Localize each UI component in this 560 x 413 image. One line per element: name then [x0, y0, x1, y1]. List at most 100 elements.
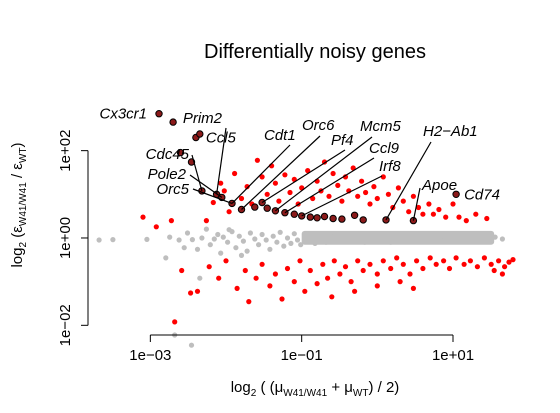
- significant-point: [267, 283, 273, 289]
- gene-label: Prim2: [183, 110, 223, 127]
- highlighted-gene-point: [251, 203, 259, 211]
- significant-point: [427, 255, 433, 261]
- significant-point: [326, 193, 332, 199]
- y-axis-label-open: (ε: [9, 226, 26, 242]
- significant-point: [291, 279, 297, 285]
- significant-point: [244, 184, 250, 190]
- non-significant-point: [236, 233, 242, 239]
- significant-point: [259, 261, 265, 267]
- significant-point: [414, 258, 420, 264]
- non-significant-point: [163, 255, 169, 261]
- non-significant-point: [211, 236, 217, 242]
- significant-point: [355, 258, 361, 264]
- non-significant-point: [449, 235, 455, 241]
- significant-point: [253, 275, 259, 281]
- significant-point: [502, 264, 508, 270]
- x-axis-label-sub2: WT: [353, 388, 369, 399]
- non-significant-point: [403, 238, 409, 244]
- non-significant-point: [270, 233, 276, 239]
- non-significant-point: [294, 237, 301, 243]
- non-significant-point: [415, 234, 421, 240]
- non-significant-point: [277, 229, 283, 235]
- significant-point: [420, 265, 426, 272]
- highlighted-gene-point: [452, 190, 460, 199]
- significant-point: [221, 188, 227, 194]
- non-significant-point: [426, 237, 432, 243]
- significant-point: [406, 209, 412, 215]
- non-significant-point: [469, 233, 475, 239]
- significant-point: [450, 201, 456, 207]
- significant-point: [259, 174, 265, 180]
- non-significant-point: [399, 233, 406, 239]
- non-significant-point: [215, 231, 221, 238]
- significant-point: [153, 224, 159, 230]
- significant-point: [246, 299, 252, 305]
- significant-point: [194, 288, 201, 294]
- non-significant-point: [144, 236, 150, 242]
- non-significant-point: [377, 238, 383, 244]
- y-axis-label-sub1: W41/W41: [18, 182, 29, 226]
- gene-label: Orc5: [156, 181, 189, 198]
- gene-label: Orc6: [302, 117, 335, 134]
- significant-point: [302, 288, 308, 294]
- non-significant-point: [339, 234, 345, 240]
- gene-label: Pole2: [148, 166, 187, 183]
- significant-point: [329, 294, 335, 300]
- significant-point: [367, 261, 373, 267]
- significant-point: [473, 211, 479, 217]
- non-significant-point: [220, 234, 226, 240]
- non-significant-point: [362, 239, 368, 245]
- x-axis-label-open: ( (μ: [256, 379, 283, 396]
- significant-point: [307, 267, 313, 274]
- significant-point: [232, 170, 238, 177]
- significant-point: [355, 193, 361, 199]
- non-significant-point: [358, 236, 364, 242]
- significant-point: [352, 288, 358, 294]
- significant-point: [461, 261, 467, 267]
- highlighted-gene-point: [155, 110, 163, 118]
- non-significant-point: [96, 237, 102, 243]
- significant-point: [374, 283, 380, 289]
- annotation-leader-line: [191, 154, 203, 192]
- non-significant-point: [373, 235, 379, 241]
- significant-point: [287, 189, 293, 196]
- significant-point: [410, 285, 416, 291]
- non-significant-point: [256, 242, 262, 248]
- significant-point: [374, 195, 380, 202]
- significant-point: [331, 258, 337, 264]
- significant-point: [443, 214, 449, 220]
- significant-point: [446, 265, 453, 272]
- non-significant-point: [365, 234, 371, 240]
- significant-point: [397, 279, 403, 285]
- x-axis-label-mid: + μ: [327, 379, 353, 396]
- annotation-leader-line: [231, 144, 291, 204]
- significant-point: [140, 214, 146, 220]
- annotation-leader-line: [216, 127, 227, 195]
- non-significant-point: [305, 238, 311, 244]
- significant-point: [254, 157, 260, 163]
- non-significant-point: [461, 234, 467, 240]
- significant-point: [203, 218, 209, 224]
- annotation-leader-line: [241, 135, 321, 210]
- significant-point: [506, 259, 512, 265]
- significant-point: [282, 172, 288, 178]
- significant-point: [297, 258, 303, 264]
- gene-label: Pf4: [331, 132, 354, 149]
- significant-point: [430, 211, 436, 217]
- significant-point: [223, 258, 229, 264]
- significant-point: [433, 261, 439, 267]
- significant-point: [453, 255, 459, 261]
- annotation-leader-line: [412, 187, 421, 221]
- highlighted-gene-point: [176, 148, 185, 157]
- highlighted-gene-point: [196, 130, 204, 138]
- significant-point: [330, 170, 336, 177]
- significant-point: [342, 264, 349, 270]
- significant-point: [348, 279, 354, 285]
- non-significant-point: [335, 238, 341, 244]
- significant-point: [400, 198, 406, 204]
- significant-point: [484, 215, 490, 222]
- significant-point: [463, 218, 469, 224]
- significant-point: [188, 290, 194, 296]
- non-significant-point: [167, 234, 173, 240]
- significant-point: [415, 204, 422, 211]
